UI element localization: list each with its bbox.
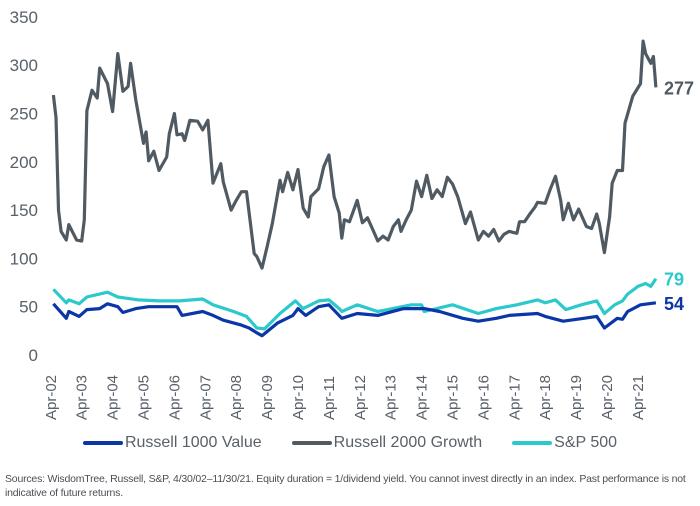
y-tick-label: 250 (10, 105, 38, 124)
legend-label: S&P 500 (554, 434, 618, 451)
x-tick-label: Apr-06 (166, 375, 183, 420)
y-tick-label: 200 (10, 153, 38, 172)
legend-item-russell-2000-growth: Russell 2000 Growth (291, 434, 483, 452)
x-tick-label: Apr-07 (197, 375, 214, 420)
x-tick-label: Apr-15 (445, 375, 462, 420)
footnote: Sources: WisdomTree, Russell, S&P, 4/30/… (5, 473, 686, 499)
end-value-label: 79 (664, 270, 684, 290)
x-tick-label: Apr-18 (537, 375, 554, 420)
x-tick-label: Apr-02 (43, 375, 60, 420)
end-value-label: 54 (664, 294, 684, 314)
x-tick-label: Apr-12 (352, 375, 369, 420)
x-tick-label: Apr-10 (290, 375, 307, 420)
legend-item-russell-1000-value: Russell 1000 Value (82, 434, 262, 452)
x-tick-label: Apr-13 (383, 375, 400, 420)
x-tick-label: Apr-09 (259, 375, 276, 420)
series-line-russell-1000-value (52, 301, 657, 338)
series-line-s-p-500 (52, 277, 658, 331)
y-tick-label: 350 (10, 8, 38, 27)
x-tick-label: Apr-17 (506, 375, 523, 420)
legend-swatch (291, 441, 332, 445)
legend-label: Russell 1000 Value (124, 434, 262, 451)
y-tick-label: 300 (10, 56, 38, 75)
line-chart: 0 50 100 150 200 250 300 350 Apr-02 Apr-03 Apr-04 A… (10, 8, 694, 420)
y-tick-label: 100 (10, 249, 38, 268)
legend-item-sp-500: S&P 500 (512, 434, 617, 452)
y-tick-label: 150 (10, 201, 38, 220)
x-tick-label: Apr-04 (105, 375, 122, 420)
legend-swatch (512, 441, 553, 445)
x-tick-label: Apr-21 (630, 375, 647, 420)
y-tick-label: 50 (19, 298, 38, 317)
x-tick-label: Apr-20 (599, 375, 616, 420)
x-tick-label: Apr-03 (74, 375, 91, 420)
x-tick-label: Apr-05 (136, 375, 153, 420)
x-tick-label: Apr-14 (414, 375, 431, 420)
series-line-russell-2000-growth (51, 39, 658, 270)
x-tick-label: Apr-11 (321, 376, 338, 420)
legend: Russell 1000 Value Russell 2000 Growth S… (0, 434, 700, 452)
legend-swatch (82, 441, 123, 445)
x-tick-label: Apr-16 (475, 375, 492, 420)
y-tick-label: 0 (29, 346, 38, 365)
end-value-label: 277 (664, 78, 694, 98)
x-tick-label: Apr-08 (228, 375, 245, 420)
x-tick-label: Apr-19 (568, 375, 585, 420)
legend-label: Russell 2000 Growth (333, 434, 483, 451)
